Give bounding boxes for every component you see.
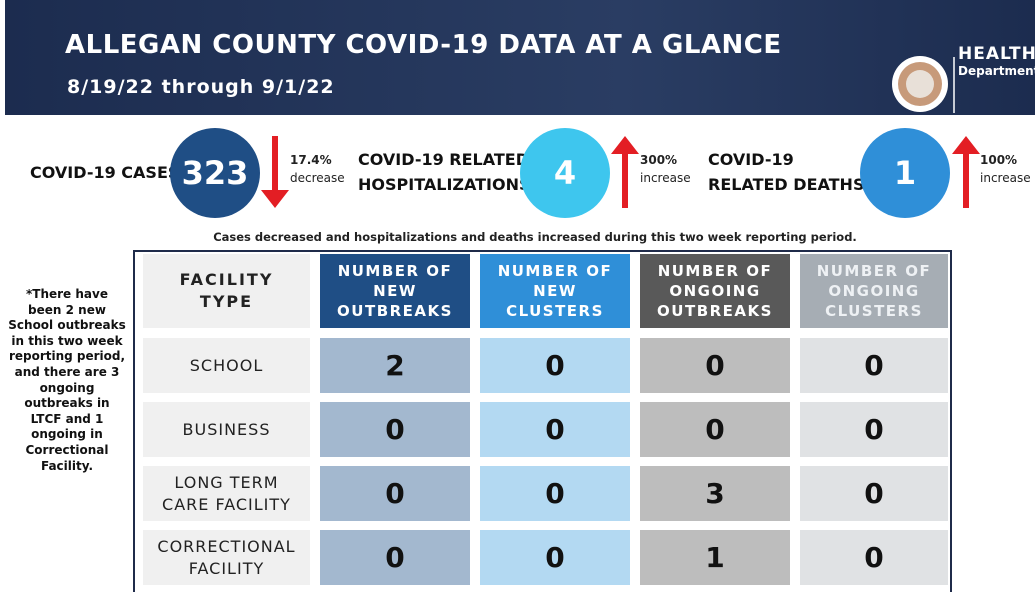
facility-line: BUSINESS	[182, 419, 271, 439]
table-header: NUMBER OF NEW CLUSTERS	[480, 254, 630, 328]
count-cell: 0	[640, 402, 790, 457]
stat-circle: 1	[860, 128, 950, 218]
header-line: TYPE	[199, 292, 254, 311]
header-line: CLUSTERS	[825, 302, 923, 320]
subtitle: 8/19/22 through 9/1/22	[67, 76, 335, 98]
table-header: NUMBER OF ONGOING CLUSTERS	[800, 254, 948, 328]
header-line: NUMBER OF	[657, 262, 773, 280]
header-banner: ALLEGAN COUNTY COVID-19 DATA AT A GLANCE…	[5, 0, 1035, 115]
stat-circle: 323	[170, 128, 260, 218]
count-cell: 0	[480, 530, 630, 585]
change-label: decrease	[290, 171, 345, 185]
header-line: NEW	[533, 282, 577, 300]
facility-line: LONG TERM	[174, 472, 279, 492]
side-note: *There have been 2 new School outbreaks …	[8, 287, 126, 473]
count-cell: 0	[320, 530, 470, 585]
count-cell: 0	[320, 402, 470, 457]
header-line: NEW	[373, 282, 417, 300]
header-line: NUMBER OF	[337, 262, 453, 280]
header-line: OUTBREAKS	[657, 302, 773, 320]
header-line: ONGOING	[828, 282, 920, 300]
header-line: OUTBREAKS	[337, 302, 453, 320]
count-cell: 0	[800, 530, 948, 585]
facility-cell: LONG TERM CARE FACILITY	[143, 466, 310, 521]
count-cell: 0	[800, 402, 948, 457]
stat-label-line: COVID-19 CASES	[30, 163, 180, 182]
count-cell: 3	[640, 466, 790, 521]
header-line: NUMBER OF	[497, 262, 613, 280]
table-header: NUMBER OF NEW OUTBREAKS	[320, 254, 470, 328]
header-line: ONGOING	[669, 282, 761, 300]
count-cell: 1	[640, 530, 790, 585]
table-header: FACILITY TYPE	[143, 254, 310, 328]
facility-cell: CORRECTIONAL FACILITY	[143, 530, 310, 585]
count-cell: 0	[320, 466, 470, 521]
count-cell: 0	[480, 466, 630, 521]
facility-line: FACILITY	[188, 558, 265, 578]
facility-line: SCHOOL	[189, 355, 264, 375]
change-label: increase	[980, 171, 1031, 185]
stat-label: COVID-19 CASES	[30, 160, 179, 185]
count-cell: 0	[480, 338, 630, 393]
trend-arrow	[261, 136, 289, 208]
stat-label-line: COVID-19	[708, 150, 794, 169]
stat-circle: 4	[520, 128, 610, 218]
header-line: FACILITY	[179, 270, 274, 289]
facility-line: CARE FACILITY	[162, 494, 291, 514]
page: ALLEGAN COUNTY COVID-19 DATA AT A GLANCE…	[5, 0, 1035, 592]
logo-seal	[892, 56, 955, 113]
stat-label-line: RELATED DEATHS	[708, 175, 865, 194]
stat-label: COVID-19 RELATED HOSPITALIZATIONS	[358, 147, 531, 197]
change-value: 100%	[980, 153, 1018, 167]
header-line: NUMBER OF	[816, 262, 932, 280]
stat-label-line: COVID-19 RELATED	[358, 150, 530, 169]
table-header: NUMBER OF ONGOING OUTBREAKS	[640, 254, 790, 328]
trend-arrow	[952, 136, 980, 208]
logo-text: HEALTH	[958, 44, 1035, 64]
count-cell: 0	[640, 338, 790, 393]
facility-line: CORRECTIONAL	[157, 536, 296, 556]
note: Cases decreased and hospitalizations and…	[213, 230, 857, 244]
count-cell: 0	[800, 338, 948, 393]
change-label: increase	[640, 171, 691, 185]
count-cell: 0	[800, 466, 948, 521]
change-value: 17.4%	[290, 153, 332, 167]
logo-text: Department	[958, 64, 1035, 78]
stat-label: COVID-19 RELATED DEATHS	[708, 147, 864, 197]
facility-cell: BUSINESS	[143, 402, 310, 457]
title: ALLEGAN COUNTY COVID-19 DATA AT A GLANCE	[65, 30, 782, 60]
count-cell: 0	[480, 402, 630, 457]
stat-label-line: HOSPITALIZATIONS	[358, 175, 531, 194]
header-line: CLUSTERS	[506, 302, 604, 320]
count-cell: 2	[320, 338, 470, 393]
trend-arrow	[611, 136, 639, 208]
change-value: 300%	[640, 153, 678, 167]
facility-cell: SCHOOL	[143, 338, 310, 393]
